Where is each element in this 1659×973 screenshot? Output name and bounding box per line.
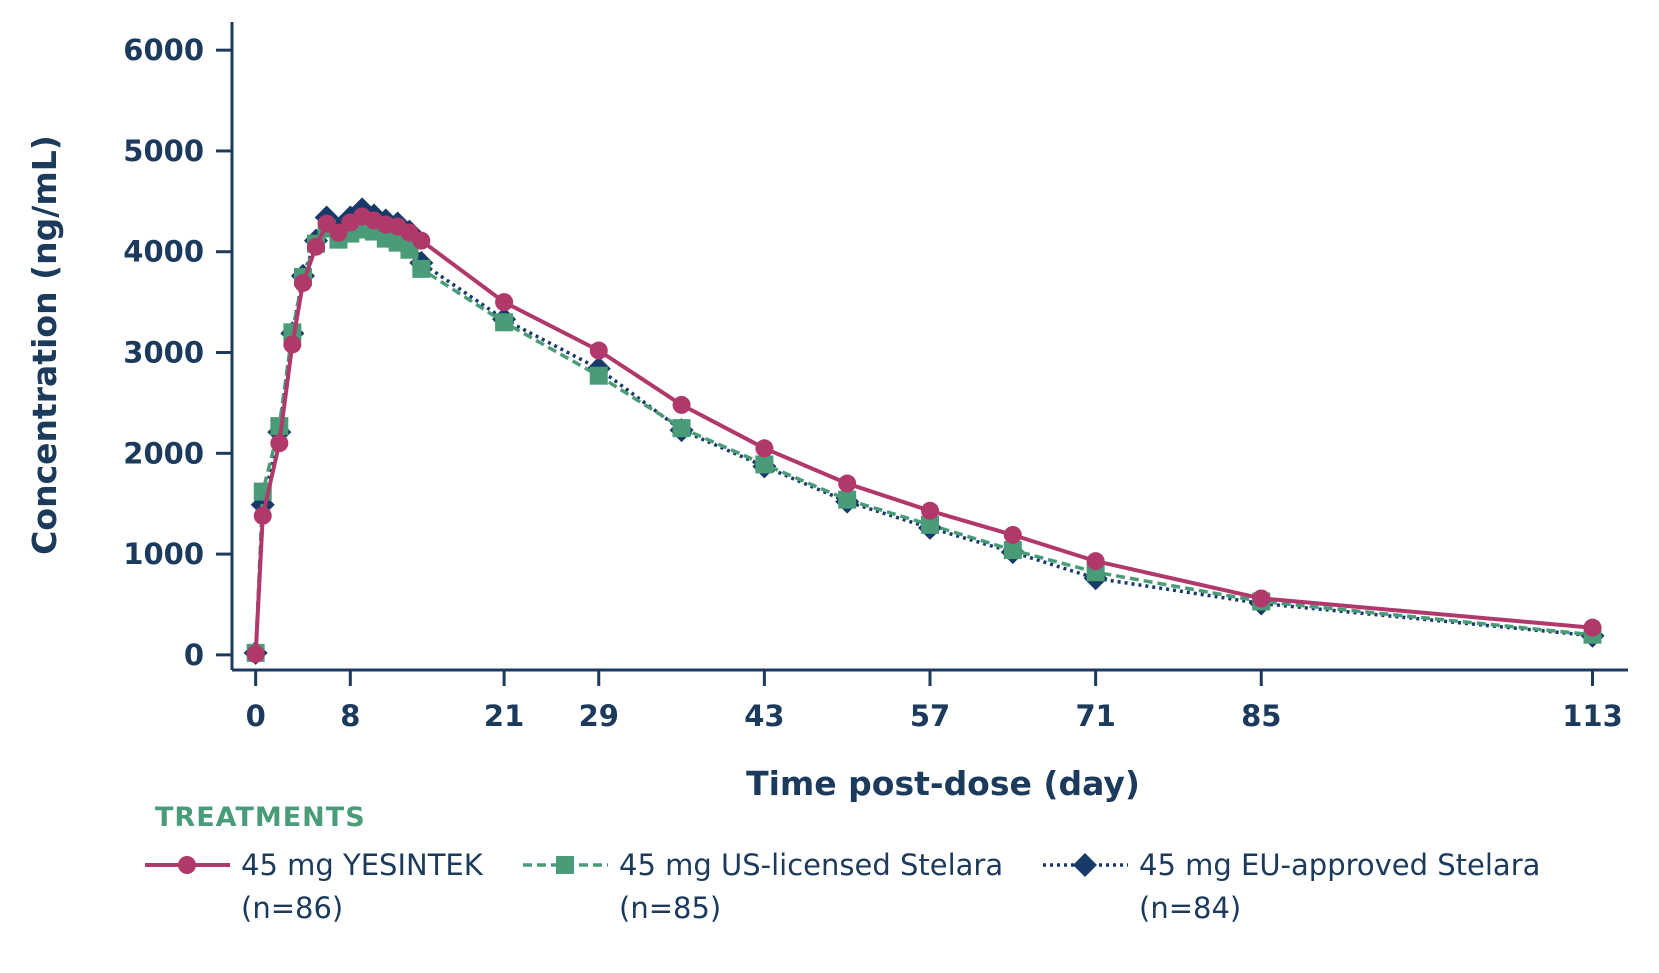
legend-label: 45 mg YESINTEK <box>241 848 484 882</box>
y-ticks: 0 1000 2000 3000 4000 5000 6000 <box>123 33 232 672</box>
data-point <box>329 223 348 242</box>
x-tick-label: 71 <box>1075 699 1115 733</box>
data-point <box>672 395 691 414</box>
legend-sublabel: (n=86) <box>241 891 343 925</box>
data-point <box>293 273 312 292</box>
x-tick-label: 43 <box>744 699 784 733</box>
legend-swatch-marker <box>1073 853 1097 877</box>
data-point <box>1252 589 1271 608</box>
series-square <box>246 219 1602 662</box>
data-point <box>1086 552 1105 571</box>
data-point <box>270 434 289 453</box>
x-axis-title: Time post-dose (day) <box>746 764 1140 803</box>
x-tick-label: 57 <box>910 699 950 733</box>
series-line <box>253 226 1593 653</box>
y-tick-label: 2000 <box>123 436 204 470</box>
data-point <box>921 515 939 534</box>
data-point <box>412 231 431 250</box>
legend-item: 45 mg US-licensed Stelara (n=85) <box>523 848 1003 925</box>
data-point <box>589 366 608 385</box>
y-axis-title: Concentration (ng/mL) <box>25 135 64 555</box>
data-point <box>1003 525 1022 544</box>
data-point <box>921 501 939 520</box>
data-point <box>1583 618 1602 637</box>
y-tick-label: 5000 <box>123 134 204 168</box>
y-tick-label: 0 <box>184 638 204 672</box>
data-point <box>412 259 431 278</box>
y-tick-label: 4000 <box>123 235 204 269</box>
legend-swatch-marker <box>556 856 574 874</box>
series-diamond <box>243 197 1605 665</box>
data-point <box>306 237 325 256</box>
legend-sublabel: (n=84) <box>1139 891 1241 925</box>
x-ticks: 0 8 21 29 43 57 71 85 113 <box>246 670 1623 733</box>
legend-swatch-marker <box>178 856 196 874</box>
x-tick-label: 0 <box>246 699 266 733</box>
data-point <box>755 455 774 474</box>
data-point <box>253 506 272 525</box>
data-point <box>283 335 302 354</box>
data-point <box>495 313 514 332</box>
legend-label: 45 mg EU-approved Stelara <box>1139 848 1540 882</box>
legend-sublabel: (n=85) <box>619 891 721 925</box>
data-point <box>246 644 265 663</box>
legend-item: 45 mg EU-approved Stelara (n=84) <box>1043 848 1540 925</box>
data-point <box>1003 541 1022 560</box>
x-tick-label: 8 <box>340 699 360 733</box>
data-point <box>838 474 857 493</box>
x-tick-label: 29 <box>579 699 619 733</box>
data-point <box>589 341 608 360</box>
series-line <box>253 207 1593 653</box>
axes <box>230 22 1628 672</box>
series-line <box>253 214 1593 655</box>
series-circle <box>246 207 1602 663</box>
y-tick-label: 6000 <box>123 33 204 67</box>
legend-title: TREATMENTS <box>155 802 366 833</box>
data-point <box>755 439 774 458</box>
y-tick-label: 1000 <box>123 537 204 571</box>
data-point <box>672 419 691 438</box>
legend-items: 45 mg YESINTEK (n=86) 45 mg US-licensed St… <box>145 848 1540 925</box>
series-layer <box>243 197 1605 665</box>
x-tick-label: 113 <box>1562 699 1623 733</box>
legend-label: 45 mg US-licensed Stelara <box>619 848 1003 882</box>
legend: TREATMENTS 45 mg YESINTEK (n=86) 45 mg US-… <box>145 802 1540 925</box>
y-tick-label: 3000 <box>123 336 204 370</box>
x-tick-label: 21 <box>484 699 524 733</box>
legend-item: 45 mg YESINTEK (n=86) <box>145 848 484 925</box>
data-point <box>838 490 857 509</box>
data-point <box>495 293 514 312</box>
x-tick-label: 85 <box>1241 699 1281 733</box>
